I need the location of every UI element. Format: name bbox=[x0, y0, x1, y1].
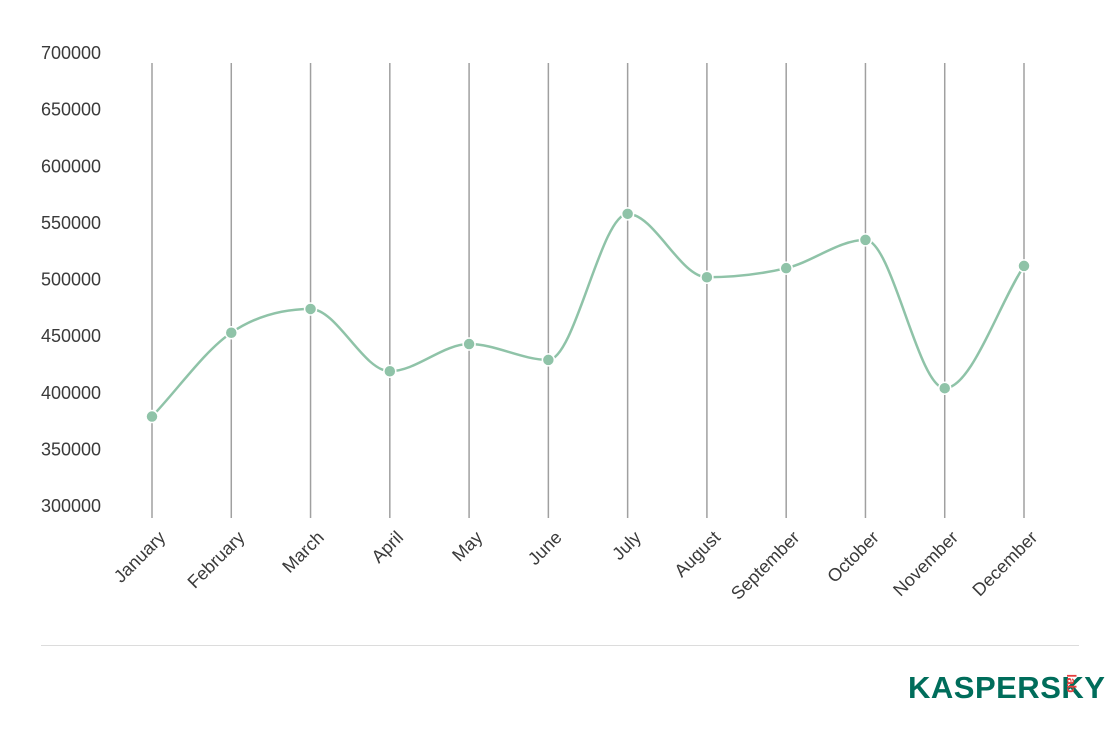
x-tick-label: October bbox=[823, 527, 882, 586]
x-tick-label: December bbox=[968, 527, 1041, 600]
x-tick-label: January bbox=[110, 527, 169, 586]
x-tick-label: April bbox=[368, 527, 408, 567]
x-tick-label: March bbox=[278, 527, 328, 577]
kaspersky-logo: KASPERSKY lab bbox=[908, 670, 1105, 710]
x-axis-ticks: January February March April May June July Augu… bbox=[110, 527, 1041, 603]
data-point-december[interactable] bbox=[1017, 259, 1031, 273]
x-tick-label: February bbox=[184, 527, 249, 592]
vertical-gridlines bbox=[151, 63, 1025, 518]
x-tick-label: May bbox=[448, 527, 486, 565]
y-axis-ticks: 700000 650000 600000 550000 500000 450000 4000… bbox=[41, 43, 101, 516]
y-tick-label: 600000 bbox=[41, 156, 101, 176]
y-tick-label: 700000 bbox=[41, 43, 101, 63]
data-point-february[interactable] bbox=[224, 325, 239, 340]
data-point-july[interactable] bbox=[620, 207, 635, 221]
data-point-april[interactable] bbox=[383, 364, 397, 378]
logo-wordmark: KASPERSKY bbox=[908, 670, 1106, 705]
footer-divider bbox=[41, 645, 1079, 646]
x-tick-label: July bbox=[608, 527, 645, 564]
y-tick-label: 450000 bbox=[41, 326, 101, 346]
x-tick-label: August bbox=[670, 527, 724, 581]
data-point-june[interactable] bbox=[541, 353, 556, 367]
data-point-august[interactable] bbox=[700, 270, 714, 284]
y-tick-label: 650000 bbox=[41, 100, 101, 120]
data-point-may[interactable] bbox=[462, 337, 476, 351]
data-point-september[interactable] bbox=[779, 261, 793, 275]
x-tick-label: June bbox=[524, 527, 566, 569]
x-tick-label: November bbox=[889, 527, 962, 600]
series-line bbox=[151, 212, 1026, 418]
data-point-january[interactable] bbox=[145, 409, 159, 424]
y-tick-label: 550000 bbox=[41, 213, 101, 233]
data-points bbox=[145, 207, 1031, 424]
y-tick-label: 300000 bbox=[41, 496, 101, 516]
logo-lab-mark: lab bbox=[1064, 674, 1079, 693]
y-tick-label: 350000 bbox=[41, 439, 101, 459]
data-point-march[interactable] bbox=[303, 302, 318, 316]
y-tick-label: 500000 bbox=[41, 270, 101, 290]
y-tick-label: 400000 bbox=[41, 383, 101, 403]
data-point-november[interactable] bbox=[937, 381, 952, 395]
x-tick-label: September bbox=[727, 527, 803, 603]
line-chart: 700000 650000 600000 550000 500000 450000 4000… bbox=[41, 43, 1041, 604]
data-point-october[interactable] bbox=[858, 233, 873, 247]
